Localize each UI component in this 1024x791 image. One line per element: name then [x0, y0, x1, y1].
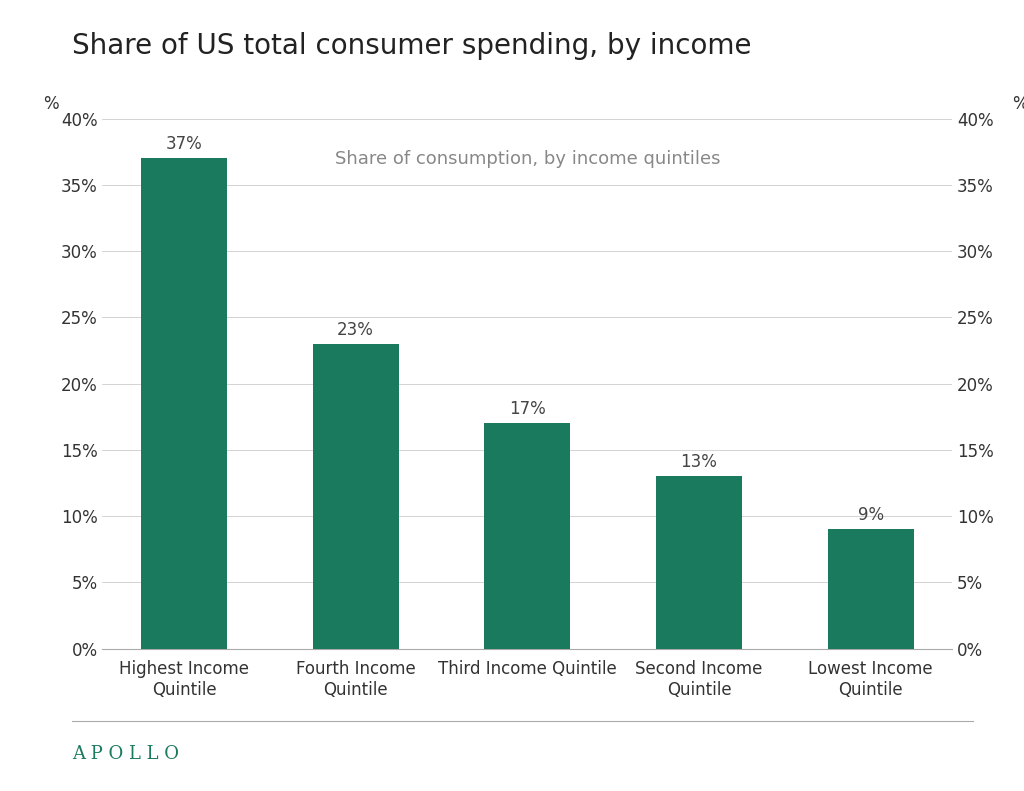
Bar	[827, 529, 913, 649]
Bar	[484, 423, 570, 649]
Text: 13%: 13%	[681, 453, 718, 471]
Bar	[656, 476, 742, 649]
Text: 17%: 17%	[509, 400, 546, 418]
Text: %: %	[43, 96, 58, 113]
Text: 23%: 23%	[337, 320, 374, 339]
Text: Share of consumption, by income quintiles: Share of consumption, by income quintile…	[335, 150, 720, 168]
Bar	[312, 344, 398, 649]
Text: %: %	[1012, 96, 1024, 113]
Text: 9%: 9%	[858, 506, 884, 524]
Text: Share of US total consumer spending, by income: Share of US total consumer spending, by …	[72, 32, 752, 59]
Bar	[141, 158, 227, 649]
Text: 37%: 37%	[166, 135, 203, 153]
Text: A P O L L O: A P O L L O	[72, 745, 178, 763]
